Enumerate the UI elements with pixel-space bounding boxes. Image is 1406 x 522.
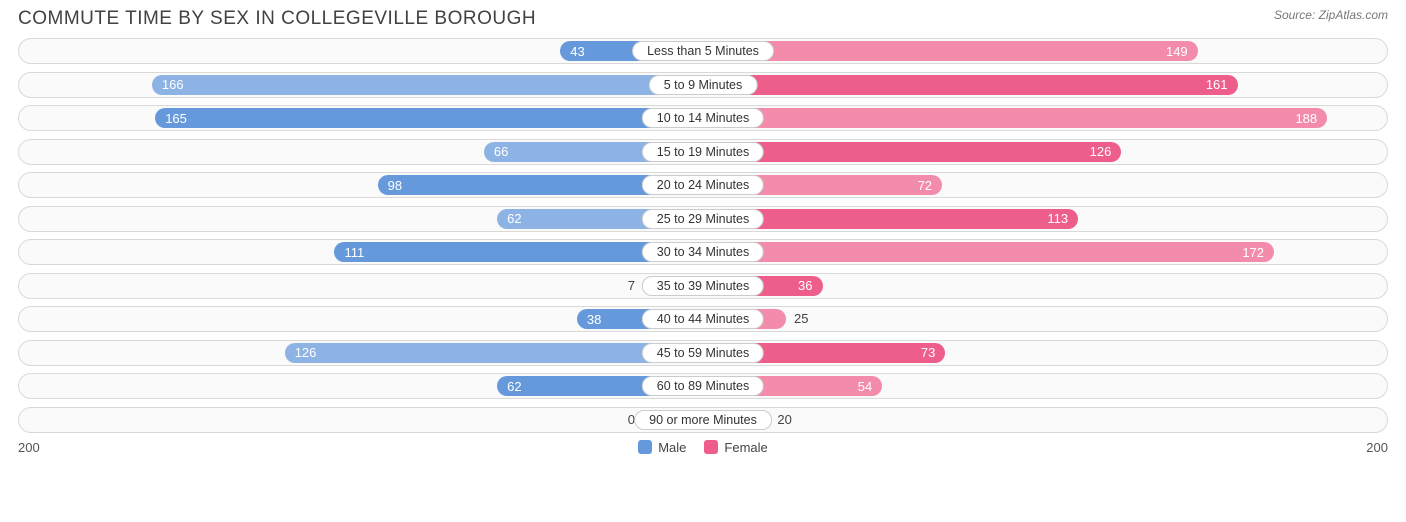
legend-swatch bbox=[638, 440, 652, 454]
male-value: 166 bbox=[162, 77, 184, 92]
chart-row: 02090 or more Minutes bbox=[18, 407, 1388, 433]
category-pill: 35 to 39 Minutes bbox=[642, 276, 764, 296]
male-value: 165 bbox=[165, 111, 187, 126]
female-bar: 172 bbox=[703, 242, 1274, 262]
male-bar: 126 bbox=[285, 343, 703, 363]
female-value: 54 bbox=[858, 379, 872, 394]
legend: Male Female bbox=[638, 440, 768, 455]
female-value: 188 bbox=[1295, 111, 1317, 126]
female-bar: 161 bbox=[703, 75, 1238, 95]
female-value: 161 bbox=[1206, 77, 1228, 92]
female-value: 126 bbox=[1090, 144, 1112, 159]
legend-item: Female bbox=[704, 440, 767, 455]
female-value: 149 bbox=[1166, 44, 1188, 59]
axis-left-max: 200 bbox=[18, 440, 40, 455]
legend-swatch bbox=[704, 440, 718, 454]
female-bar: 188 bbox=[703, 108, 1327, 128]
category-pill: 15 to 19 Minutes bbox=[642, 142, 764, 162]
chart-row: 7 36 35 to 39 Minutes bbox=[18, 273, 1388, 299]
female-value: 25 bbox=[794, 311, 808, 326]
male-value: 126 bbox=[295, 345, 317, 360]
category-pill: 90 or more Minutes bbox=[634, 410, 772, 430]
category-pill: 45 to 59 Minutes bbox=[642, 343, 764, 363]
female-value: 172 bbox=[1242, 245, 1264, 260]
category-pill: 10 to 14 Minutes bbox=[642, 108, 764, 128]
female-bar: 126 bbox=[703, 142, 1121, 162]
chart-rows: 43 149 Less than 5 Minutes 166 161 5 to 9 Min… bbox=[18, 38, 1388, 433]
male-value: 111 bbox=[344, 245, 364, 260]
chart-row: 165 188 10 to 14 Minutes bbox=[18, 105, 1388, 131]
female-bar: 149 bbox=[703, 41, 1198, 61]
male-bar: 165 bbox=[155, 108, 703, 128]
male-bar: 166 bbox=[152, 75, 703, 95]
female-value: 113 bbox=[1047, 211, 1068, 226]
chart-row: 62 54 60 to 89 Minutes bbox=[18, 373, 1388, 399]
category-pill: 25 to 29 Minutes bbox=[642, 209, 764, 229]
male-value: 7 bbox=[628, 278, 635, 293]
category-pill: Less than 5 Minutes bbox=[632, 41, 774, 61]
category-pill: 60 to 89 Minutes bbox=[642, 376, 764, 396]
chart-row: 38 25 40 to 44 Minutes bbox=[18, 306, 1388, 332]
male-value: 62 bbox=[507, 379, 521, 394]
legend-item: Male bbox=[638, 440, 686, 455]
chart-row: 62 113 25 to 29 Minutes bbox=[18, 206, 1388, 232]
chart-row: 111 172 30 to 34 Minutes bbox=[18, 239, 1388, 265]
male-value: 38 bbox=[587, 312, 601, 327]
female-value: 20 bbox=[777, 412, 791, 427]
chart-row: 66 126 15 to 19 Minutes bbox=[18, 139, 1388, 165]
male-value: 66 bbox=[494, 144, 508, 159]
male-value: 43 bbox=[570, 44, 584, 59]
category-pill: 5 to 9 Minutes bbox=[649, 75, 758, 95]
chart-title: COMMUTE TIME BY SEX IN COLLEGEVILLE BORO… bbox=[18, 8, 536, 30]
chart-row: 166 161 5 to 9 Minutes bbox=[18, 72, 1388, 98]
axis-right-max: 200 bbox=[1366, 440, 1388, 455]
female-value: 73 bbox=[921, 345, 935, 360]
female-value: 36 bbox=[798, 278, 812, 293]
female-value: 72 bbox=[918, 178, 932, 193]
chart-row: 126 73 45 to 59 Minutes bbox=[18, 340, 1388, 366]
chart-row: 98 72 20 to 24 Minutes bbox=[18, 172, 1388, 198]
category-pill: 20 to 24 Minutes bbox=[642, 175, 764, 195]
chart-row: 43 149 Less than 5 Minutes bbox=[18, 38, 1388, 64]
category-pill: 30 to 34 Minutes bbox=[642, 242, 764, 262]
category-pill: 40 to 44 Minutes bbox=[642, 309, 764, 329]
male-value: 62 bbox=[507, 211, 521, 226]
male-value: 98 bbox=[388, 178, 402, 193]
chart-source: Source: ZipAtlas.com bbox=[1274, 8, 1388, 22]
